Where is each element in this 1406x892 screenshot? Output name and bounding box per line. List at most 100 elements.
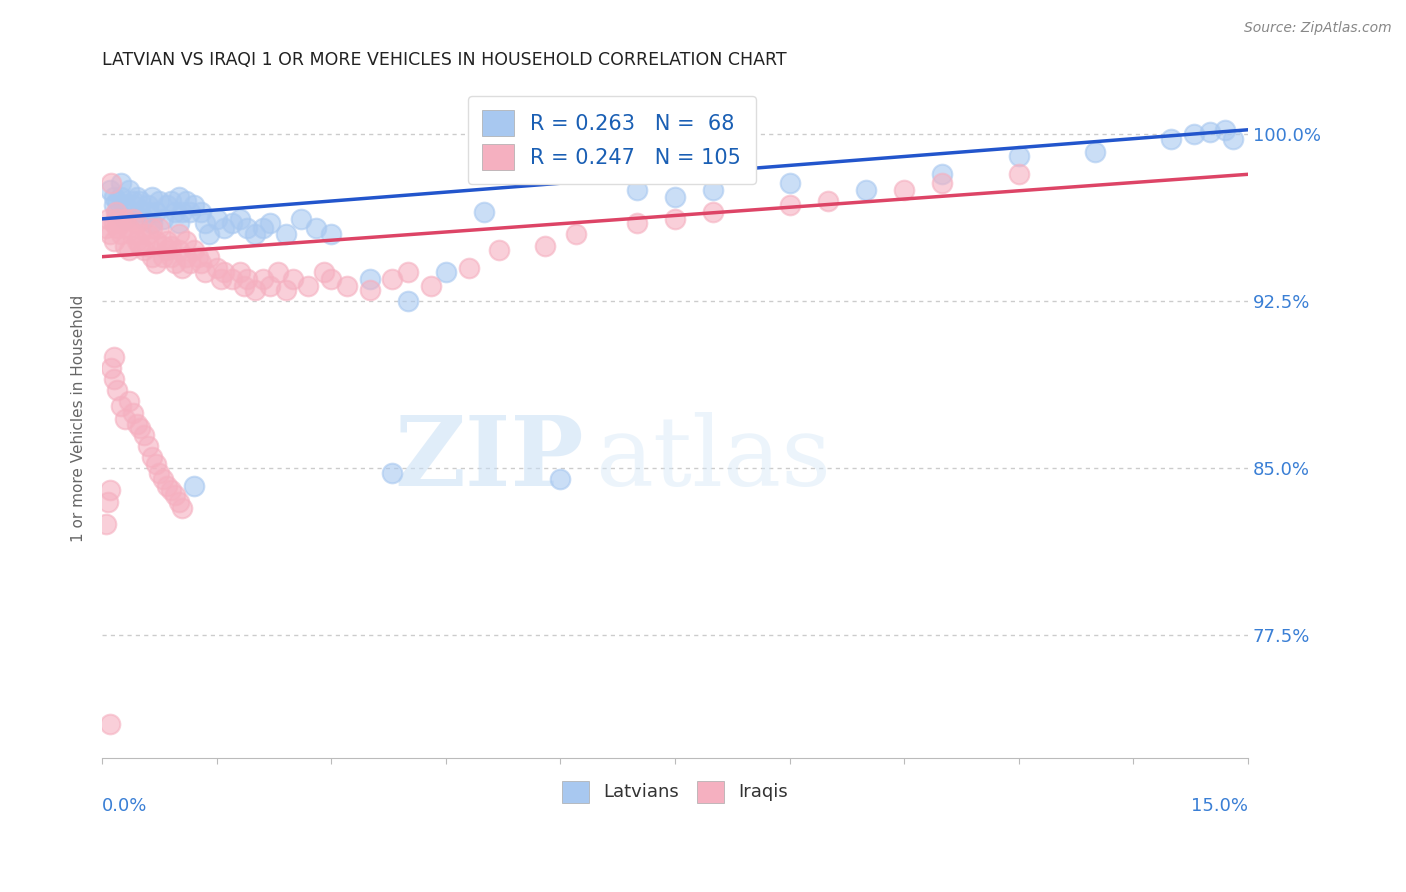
Point xyxy=(1213,122,1236,136)
Point xyxy=(172,260,194,275)
Point xyxy=(134,211,156,226)
Point xyxy=(243,227,266,242)
Point xyxy=(702,183,724,197)
Point xyxy=(457,260,479,275)
Point xyxy=(179,256,201,270)
Point xyxy=(381,466,404,480)
Point xyxy=(103,350,125,364)
Point xyxy=(274,227,297,242)
Point xyxy=(855,183,877,197)
Point xyxy=(1222,131,1244,145)
Point xyxy=(114,238,136,252)
Point xyxy=(1198,125,1220,139)
Point xyxy=(396,265,419,279)
Point xyxy=(167,189,190,203)
Y-axis label: 1 or more Vehicles in Household: 1 or more Vehicles in Household xyxy=(72,294,86,541)
Text: Source: ZipAtlas.com: Source: ZipAtlas.com xyxy=(1244,21,1392,35)
Text: ZIP: ZIP xyxy=(394,412,583,506)
Point xyxy=(550,472,572,486)
Point xyxy=(110,189,132,203)
Point xyxy=(305,220,328,235)
Point xyxy=(103,372,125,386)
Point xyxy=(381,272,404,286)
Point xyxy=(103,189,125,203)
Point xyxy=(664,211,686,226)
Point xyxy=(267,265,290,279)
Point xyxy=(252,220,274,235)
Point xyxy=(110,227,132,242)
Point xyxy=(125,216,148,230)
Point xyxy=(163,205,186,219)
Point xyxy=(419,278,441,293)
Point xyxy=(198,227,221,242)
Point xyxy=(156,198,179,212)
Point xyxy=(183,479,205,493)
Point xyxy=(198,250,221,264)
Point xyxy=(107,194,129,208)
Point xyxy=(259,278,281,293)
Text: atlas: atlas xyxy=(595,412,831,506)
Point xyxy=(160,238,183,252)
Point xyxy=(103,234,125,248)
Point xyxy=(156,479,179,493)
Point xyxy=(274,283,297,297)
Point xyxy=(134,427,156,442)
Point xyxy=(136,439,159,453)
Point xyxy=(136,238,159,252)
Point xyxy=(183,198,205,212)
Point xyxy=(121,198,143,212)
Point xyxy=(98,483,121,498)
Text: 15.0%: 15.0% xyxy=(1191,797,1249,814)
Point xyxy=(779,176,801,190)
Point xyxy=(174,250,197,264)
Point xyxy=(214,220,236,235)
Point xyxy=(129,421,152,435)
Point xyxy=(114,211,136,226)
Point xyxy=(107,211,129,226)
Point xyxy=(221,216,243,230)
Point xyxy=(172,501,194,516)
Point xyxy=(97,211,120,226)
Point xyxy=(172,205,194,219)
Point xyxy=(107,205,129,219)
Point xyxy=(125,189,148,203)
Point xyxy=(156,243,179,257)
Point xyxy=(118,243,141,257)
Point xyxy=(121,211,143,226)
Point xyxy=(396,294,419,309)
Point xyxy=(626,183,648,197)
Point xyxy=(359,272,381,286)
Point xyxy=(110,176,132,190)
Point xyxy=(534,238,557,252)
Point xyxy=(114,211,136,226)
Point xyxy=(114,198,136,212)
Point xyxy=(121,406,143,420)
Point xyxy=(136,198,159,212)
Point xyxy=(118,183,141,197)
Point xyxy=(194,265,217,279)
Point xyxy=(141,216,163,230)
Point xyxy=(205,260,228,275)
Point xyxy=(152,472,174,486)
Point xyxy=(167,494,190,508)
Point xyxy=(136,205,159,219)
Point xyxy=(129,227,152,242)
Point xyxy=(156,234,179,248)
Point xyxy=(228,265,250,279)
Point xyxy=(163,488,186,502)
Point xyxy=(297,278,319,293)
Point xyxy=(472,205,495,219)
Point xyxy=(1182,127,1205,141)
Point xyxy=(228,211,250,226)
Point xyxy=(100,176,122,190)
Point xyxy=(209,272,232,286)
Point xyxy=(110,216,132,230)
Point xyxy=(564,227,586,242)
Point xyxy=(167,216,190,230)
Point xyxy=(290,211,312,226)
Point xyxy=(236,272,259,286)
Point xyxy=(236,220,259,235)
Point xyxy=(359,283,381,297)
Point xyxy=(145,205,167,219)
Point xyxy=(312,265,335,279)
